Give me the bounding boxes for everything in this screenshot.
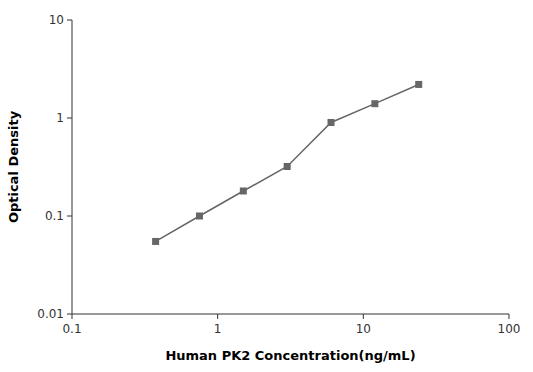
y-tick [67,118,72,119]
x-tick [363,314,364,319]
plot-area [152,81,422,245]
y-tick-label: 0.1 [45,209,64,223]
data-line [156,84,419,241]
y-axis-line [72,20,73,314]
y-tick-label: 10 [49,13,64,27]
y-tick [67,20,72,21]
y-tick [67,216,72,217]
x-tick [217,314,218,319]
data-point [240,187,247,194]
chart-container: 0.11101000.010.1110Human PK2 Concentrati… [0,0,533,372]
data-point [284,163,291,170]
data-point [415,81,422,88]
data-point [196,213,203,220]
x-tick-label: 100 [498,322,521,336]
y-tick-label: 1 [56,111,64,125]
chart: 0.11101000.010.1110Human PK2 Concentrati… [0,0,533,372]
data-point [371,100,378,107]
data-point [152,238,159,245]
x-tick [509,314,510,319]
y-tick-label: 0.01 [37,307,64,321]
x-axis-label: Human PK2 Concentration(ng/mL) [165,348,415,363]
x-tick-label: 10 [356,322,371,336]
y-tick [67,314,72,315]
x-tick [72,314,73,319]
x-tick-label: 1 [214,322,222,336]
x-axis-line [72,314,509,315]
x-tick-label: 0.1 [62,322,81,336]
y-axis-label: Optical Density [6,110,21,223]
data-point [328,119,335,126]
